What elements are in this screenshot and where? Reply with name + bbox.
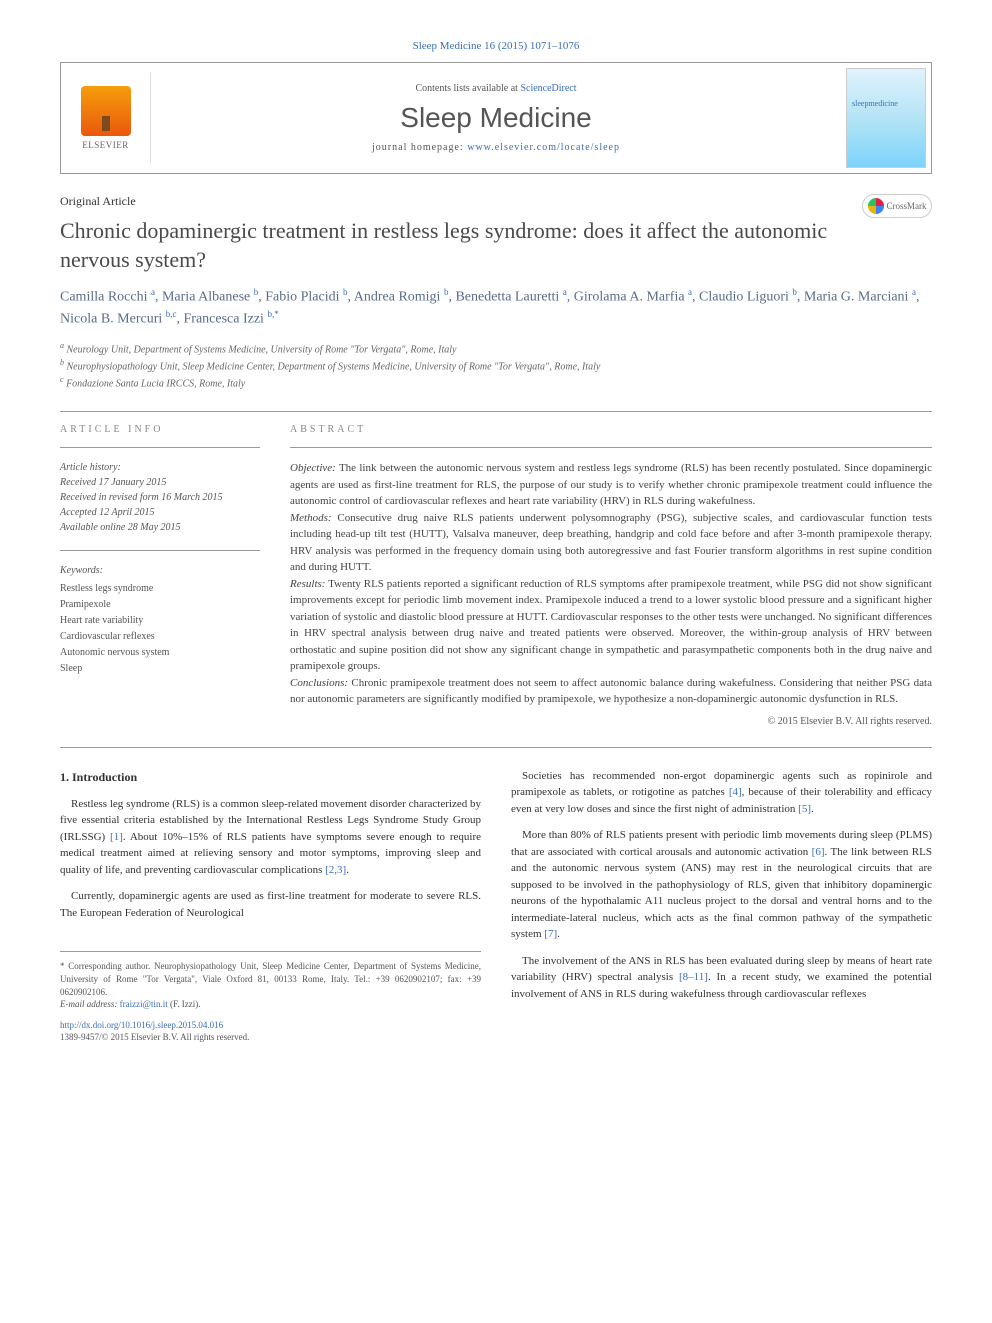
issn-line: 1389-9457/© 2015 Elsevier B.V. All right… <box>60 1031 481 1044</box>
body-p3: Societies has recommended non-ergot dopa… <box>511 768 932 818</box>
ref-link[interactable]: [7] <box>544 928 557 940</box>
article-title: Chronic dopaminergic treatment in restle… <box>60 217 932 274</box>
objective-label: Objective: <box>290 462 336 474</box>
abstract-copyright: © 2015 Elsevier B.V. All rights reserved… <box>290 716 932 727</box>
affiliations: a Neurology Unit, Department of Systems … <box>60 340 932 392</box>
authors-list: Camilla Rocchi a, Maria Albanese b, Fabi… <box>60 286 932 329</box>
journal-header-box: ELSEVIER Contents lists available at Sci… <box>60 62 932 174</box>
contents-line: Contents lists available at ScienceDirec… <box>161 83 831 94</box>
info-divider-2 <box>60 550 260 551</box>
history-label: Article history: <box>60 460 260 475</box>
contents-prefix: Contents lists available at <box>415 83 520 94</box>
history-line: Received in revised form 16 March 2015 <box>60 490 260 505</box>
crossmark-label: CrossMark <box>887 201 927 211</box>
divider-bottom <box>60 747 932 748</box>
abstract-block: ABSTRACT Objective: The link between the… <box>290 424 932 727</box>
keyword-line: Cardiovascular reflexes <box>60 629 260 645</box>
body-col-left: 1. Introduction Restless leg syndrome (R… <box>60 768 481 1044</box>
results-label: Results: <box>290 578 325 590</box>
article-info-block: ARTICLE INFO Article history: Received 1… <box>60 424 260 727</box>
ref-link[interactable]: [4] <box>729 786 742 798</box>
body-p4: More than 80% of RLS patients present wi… <box>511 827 932 943</box>
citation-header: Sleep Medicine 16 (2015) 1071–1076 <box>60 40 932 52</box>
crossmark-icon <box>868 198 884 214</box>
keyword-line: Pramipexole <box>60 597 260 613</box>
conclusions-text: Chronic pramipexole treatment does not s… <box>290 677 932 706</box>
elsevier-tree-icon <box>81 86 131 136</box>
corresponding-author: * Corresponding author. Neurophysiopatho… <box>60 960 481 998</box>
keyword-line: Restless legs syndrome <box>60 581 260 597</box>
introduction-heading: 1. Introduction <box>60 768 481 786</box>
keyword-line: Heart rate variability <box>60 613 260 629</box>
abstract-heading: ABSTRACT <box>290 424 932 435</box>
crossmark-badge[interactable]: CrossMark <box>862 194 932 218</box>
divider-top <box>60 411 932 412</box>
article-type: Original Article <box>60 194 932 209</box>
journal-title: Sleep Medicine <box>161 102 831 134</box>
ref-link[interactable]: [5] <box>798 803 811 815</box>
results-text: Twenty RLS patients reported a significa… <box>290 578 932 673</box>
keywords-label: Keywords: <box>60 563 260 579</box>
header-center: Contents lists available at ScienceDirec… <box>151 73 841 163</box>
email-label: E-mail address: <box>60 999 117 1009</box>
ref-link[interactable]: [8–11] <box>679 971 708 983</box>
ref-link[interactable]: [6] <box>812 846 825 858</box>
body-columns: 1. Introduction Restless leg syndrome (R… <box>60 768 932 1044</box>
footer-section: * Corresponding author. Neurophysiopatho… <box>60 951 481 1044</box>
body-p2: Currently, dopaminergic agents are used … <box>60 888 481 921</box>
body-p1: Restless leg syndrome (RLS) is a common … <box>60 796 481 879</box>
info-divider-1 <box>60 447 260 448</box>
affiliation-line: c Fondazione Santa Lucia IRCCS, Rome, It… <box>60 374 932 391</box>
email-line: E-mail address: fraizzi@tin.it (F. Izzi)… <box>60 998 481 1011</box>
affiliation-line: b Neurophysiopathology Unit, Sleep Medic… <box>60 357 932 374</box>
history-line: Received 17 January 2015 <box>60 475 260 490</box>
methods-label: Methods: <box>290 512 332 524</box>
ref-link[interactable]: [1] <box>110 831 123 843</box>
homepage-link[interactable]: www.elsevier.com/locate/sleep <box>467 142 620 153</box>
methods-text: Consecutive drug naive RLS patients unde… <box>290 512 932 574</box>
abstract-divider <box>290 447 932 448</box>
doi-link[interactable]: http://dx.doi.org/10.1016/j.sleep.2015.0… <box>60 1020 223 1030</box>
homepage-line: journal homepage: www.elsevier.com/locat… <box>161 142 831 153</box>
homepage-prefix: journal homepage: <box>372 142 467 153</box>
ref-link[interactable]: [2,3] <box>325 864 346 876</box>
keyword-line: Sleep <box>60 661 260 677</box>
history-line: Accepted 12 April 2015 <box>60 505 260 520</box>
doi-line: http://dx.doi.org/10.1016/j.sleep.2015.0… <box>60 1019 481 1032</box>
elsevier-logo: ELSEVIER <box>61 73 151 163</box>
email-name: (F. Izzi). <box>170 999 201 1009</box>
keyword-line: Autonomic nervous system <box>60 645 260 661</box>
conclusions-label: Conclusions: <box>290 677 348 689</box>
history-block: Article history: Received 17 January 201… <box>60 460 260 535</box>
sciencedirect-link[interactable]: ScienceDirect <box>520 83 576 94</box>
objective-text: The link between the autonomic nervous s… <box>290 462 932 507</box>
history-line: Available online 28 May 2015 <box>60 520 260 535</box>
body-col-right: Societies has recommended non-ergot dopa… <box>511 768 932 1044</box>
affiliation-line: a Neurology Unit, Department of Systems … <box>60 340 932 357</box>
elsevier-label: ELSEVIER <box>82 140 129 150</box>
body-p5: The involvement of the ANS in RLS has be… <box>511 953 932 1003</box>
email-link[interactable]: fraizzi@tin.it <box>120 999 168 1009</box>
journal-cover-thumbnail <box>846 68 926 168</box>
keywords-block: Keywords: Restless legs syndromePramipex… <box>60 563 260 677</box>
abstract-text: Objective: The link between the autonomi… <box>290 460 932 708</box>
article-info-heading: ARTICLE INFO <box>60 424 260 435</box>
